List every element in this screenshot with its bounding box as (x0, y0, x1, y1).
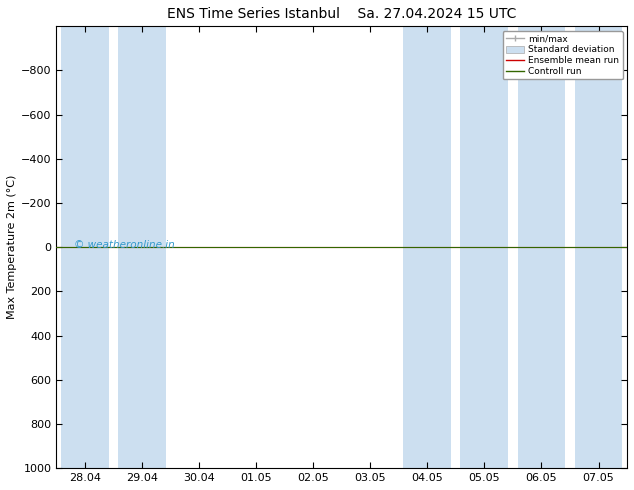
Bar (460, 26, 508, 468)
Title: ENS Time Series Istanbul    Sa. 27.04.2024 15 UTC: ENS Time Series Istanbul Sa. 27.04.2024 … (167, 7, 517, 21)
Bar (574, 26, 623, 468)
Legend: min/max, Standard deviation, Ensemble mean run, Controll run: min/max, Standard deviation, Ensemble me… (503, 31, 623, 79)
Bar (517, 26, 566, 468)
Bar (403, 26, 451, 468)
Bar (61, 26, 109, 468)
Y-axis label: Max Temperature 2m (°C): Max Temperature 2m (°C) (7, 175, 17, 319)
Bar (118, 26, 166, 468)
Text: © weatheronline.in: © weatheronline.in (74, 240, 174, 250)
